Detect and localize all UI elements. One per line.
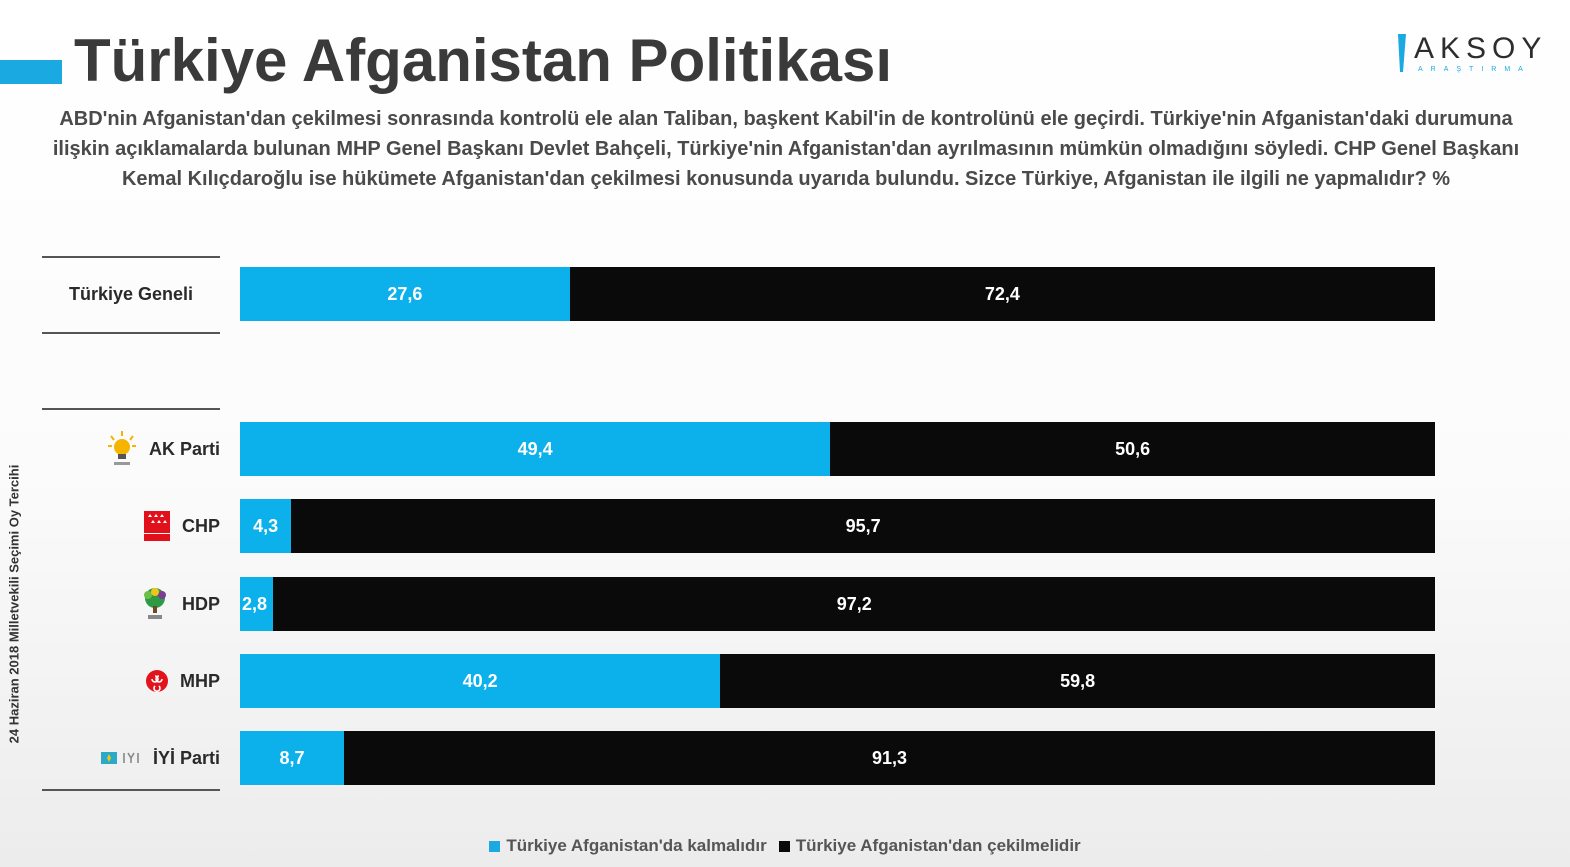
legend-swatch bbox=[778, 840, 790, 852]
divider-line bbox=[42, 332, 220, 334]
legend-label: Türkiye Afganistan'dan çekilmelidir bbox=[795, 836, 1081, 855]
bar-segment-leave: 72,4 bbox=[569, 267, 1435, 321]
logo-wordmark: AKSOY bbox=[1414, 32, 1548, 65]
data-label: 40,2 bbox=[462, 670, 498, 691]
category-label: CHP bbox=[42, 499, 220, 553]
survey-question: ABD'nin Afganistan'dan çekilmesi sonrası… bbox=[52, 108, 1520, 190]
chart-legend: Türkiye Afganistan'da kalmalıdır Türkiye … bbox=[0, 836, 1570, 856]
data-label: 27,6 bbox=[387, 283, 423, 304]
bar-segment-leave: 91,3 bbox=[343, 731, 1435, 785]
divider-line bbox=[42, 256, 220, 258]
category-label-text: CHP bbox=[181, 515, 220, 536]
category-label-text: AK Parti bbox=[148, 438, 220, 459]
data-label: 91,3 bbox=[871, 747, 907, 768]
bar-segment-stay: 40,2 bbox=[240, 654, 721, 708]
chp-icon bbox=[143, 511, 170, 541]
bar-segment-stay: 49,4 bbox=[240, 422, 831, 476]
legend-label: Türkiye Afganistan'da kalmalıdır bbox=[506, 836, 767, 855]
divider-line bbox=[42, 408, 220, 410]
bar-segment-stay: 8,7 bbox=[240, 731, 344, 785]
data-label: 95,7 bbox=[845, 515, 881, 536]
category-label-text: Türkiye Geneli bbox=[68, 283, 194, 304]
akp-bulb-icon bbox=[107, 430, 137, 468]
page-title: Türkiye Afganistan Politikası bbox=[74, 27, 892, 94]
category-label: İYİ Parti bbox=[42, 731, 220, 785]
bar-segment-stay: 2,8 bbox=[240, 577, 274, 631]
data-label: 59,8 bbox=[1060, 670, 1096, 691]
category-label-text: HDP bbox=[181, 593, 220, 614]
bar-segment-leave: 50,6 bbox=[830, 422, 1435, 476]
mhp-crescents-icon bbox=[146, 670, 168, 692]
category-label-text: MHP bbox=[180, 670, 220, 691]
category-label: Türkiye Geneli bbox=[42, 267, 220, 321]
category-label: MHP bbox=[42, 654, 220, 708]
legend-swatch bbox=[489, 840, 501, 852]
category-label-text: İYİ Parti bbox=[152, 747, 220, 768]
bar-segment-leave: 59,8 bbox=[720, 654, 1435, 708]
legend-item: Türkiye Afganistan'da kalmalıdır bbox=[489, 836, 767, 856]
iyi-parti-icon bbox=[100, 750, 141, 766]
data-label: 72,4 bbox=[984, 283, 1020, 304]
data-label: 50,6 bbox=[1115, 438, 1151, 459]
bar-segment-stay: 4,3 bbox=[240, 499, 292, 553]
category-label: AK Parti bbox=[42, 422, 220, 476]
bar-segment-stay: 27,6 bbox=[240, 267, 570, 321]
data-label: 2,8 bbox=[242, 593, 268, 614]
hdp-tree-icon bbox=[140, 587, 170, 621]
title-accent-bar bbox=[0, 60, 62, 84]
aksoy-logo-mark-icon bbox=[1398, 34, 1406, 72]
logo-subtitle: ARAŞTIRMA bbox=[1418, 66, 1531, 73]
bar-segment-leave: 95,7 bbox=[291, 499, 1435, 553]
data-label: 8,7 bbox=[279, 747, 305, 768]
bar-segment-leave: 97,2 bbox=[273, 577, 1435, 631]
data-label: 4,3 bbox=[253, 515, 279, 536]
aksoy-logo: AKSOY ARAŞTIRMA bbox=[1396, 32, 1556, 78]
data-label: 49,4 bbox=[517, 438, 553, 459]
divider-line bbox=[42, 789, 220, 791]
category-label: HDP bbox=[42, 577, 220, 631]
legend-item: Türkiye Afganistan'dan çekilmelidir bbox=[778, 836, 1081, 856]
data-label: 97,2 bbox=[836, 593, 872, 614]
